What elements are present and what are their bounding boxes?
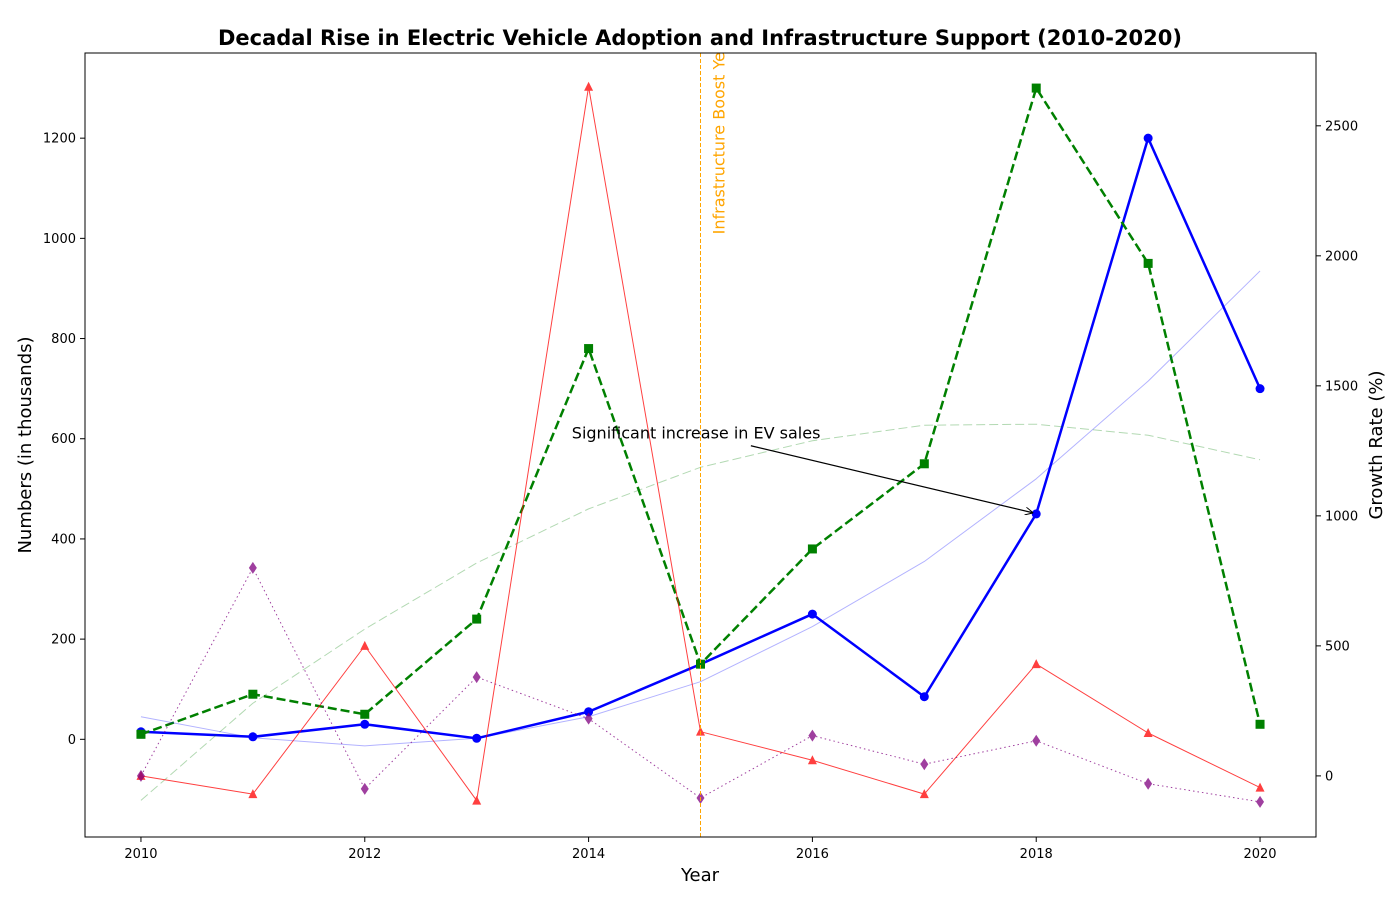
x-tick-label: 2012: [348, 847, 381, 862]
series-1: [136, 83, 1265, 739]
data-point: [919, 789, 929, 799]
data-point: [807, 755, 817, 765]
data-point: [360, 782, 369, 795]
series-5: [136, 561, 1265, 808]
infrastructure-vline-group: Infrastructure Boost Year: [700, 35, 729, 837]
data-point: [807, 609, 817, 619]
data-point: [584, 707, 594, 717]
data-point: [248, 689, 258, 699]
data-point: [1256, 795, 1265, 808]
x-axis: 2010 2012 2014 2016 2018 2020: [124, 837, 1277, 862]
y-axis-left-label: Numbers (in thousands): [15, 336, 36, 553]
y-left-tick-label: 600: [51, 432, 76, 447]
data-point: [807, 544, 817, 554]
y-axis-right-label: Growth Rate (%): [1366, 370, 1387, 519]
data-point: [472, 671, 481, 684]
data-point: [1031, 83, 1041, 93]
x-tick-label: 2016: [796, 847, 829, 862]
data-point: [1143, 727, 1153, 737]
data-point: [248, 561, 257, 574]
data-point: [696, 659, 705, 669]
x-tick-label: 2014: [572, 847, 605, 862]
y-right-tick-label: 500: [1325, 639, 1350, 654]
data-point: [472, 795, 482, 805]
y-right-tick-label: 1500: [1325, 379, 1358, 394]
y-left-tick-label: 800: [51, 332, 76, 347]
data-point: [136, 729, 146, 739]
data-point: [584, 344, 594, 354]
plot-frame: [84, 52, 1317, 838]
y-right-tick-label: 2500: [1325, 119, 1358, 134]
data-point: [472, 614, 482, 624]
data-point: [808, 729, 817, 742]
data-point: [1255, 384, 1265, 394]
data-point: [1032, 734, 1041, 747]
y-left-tick-label: 0: [68, 733, 76, 748]
data-point: [584, 81, 594, 91]
series-line: [140, 567, 1261, 803]
y-left-tick-label: 400: [51, 532, 76, 547]
data-point: [360, 640, 370, 650]
data-point: [1255, 782, 1265, 792]
y-left-tick-label: 1200: [43, 132, 76, 147]
annotation-arrow: [750, 445, 1033, 513]
x-tick-label: 2018: [1020, 847, 1053, 862]
annotation-group: Significant increase in EV sales: [572, 424, 1033, 513]
vline-label: Infrastructure Boost Year: [710, 35, 729, 234]
y-axis-right: 0 500 1000 1500 2000 2500: [1316, 119, 1358, 784]
data-point: [1031, 509, 1041, 519]
y-right-tick-label: 1000: [1325, 509, 1358, 524]
y-right-tick-label: 0: [1325, 769, 1333, 784]
data-point: [360, 719, 370, 729]
x-tick-label: 2010: [124, 847, 157, 862]
data-point: [248, 732, 258, 742]
data-point: [472, 733, 482, 743]
data-point: [584, 712, 593, 725]
chart-title: Decadal Rise in Electric Vehicle Adoptio…: [218, 26, 1182, 50]
x-axis-label: Year: [680, 865, 720, 886]
annotation-text: Significant increase in EV sales: [572, 424, 821, 443]
data-point: [360, 709, 370, 719]
series-line: [140, 270, 1261, 747]
data-point: [919, 459, 929, 469]
data-point: [1144, 777, 1153, 790]
data-point: [136, 769, 145, 782]
data-point: [919, 692, 929, 702]
data-point: [1031, 659, 1041, 669]
data-point: [1255, 719, 1265, 729]
series-2: [140, 270, 1261, 747]
x-tick-label: 2020: [1243, 847, 1276, 862]
data-point: [1143, 258, 1153, 268]
data-point: [248, 789, 258, 799]
y-left-tick-label: 200: [51, 633, 76, 648]
y-right-tick-label: 2000: [1325, 249, 1358, 264]
data-point: [1143, 133, 1153, 143]
y-left-tick-label: 1000: [43, 232, 76, 247]
data-point: [920, 758, 929, 771]
y-axis-left: 0 200 400 600 800 1000 1200: [43, 132, 85, 748]
